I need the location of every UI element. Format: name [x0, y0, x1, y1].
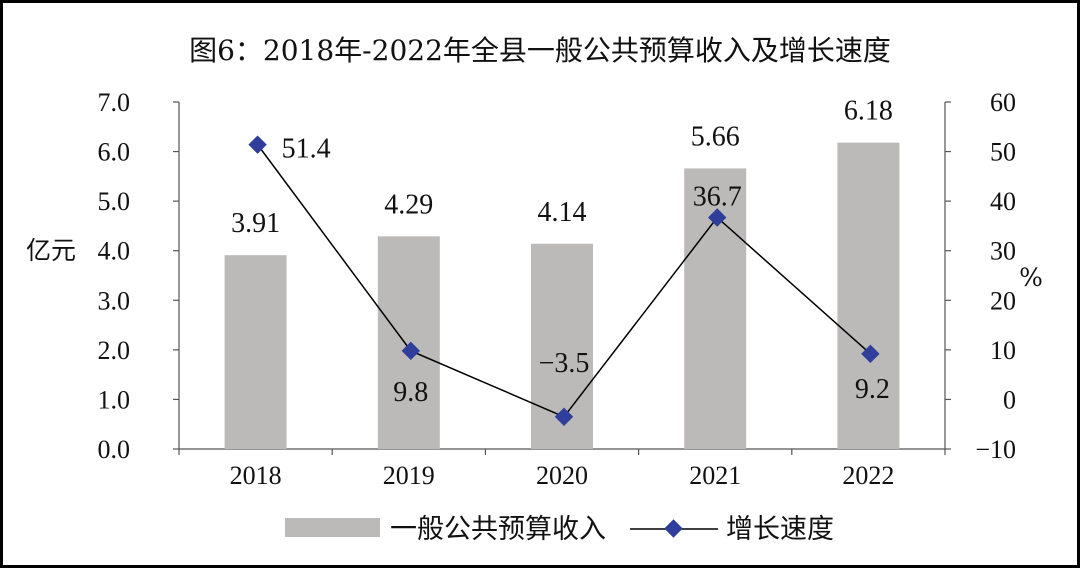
bar-value-label: 5.66 — [691, 121, 740, 152]
bar-labels-group: 3.91 4.29 4.14 5.66 6.18 — [231, 96, 893, 240]
bar-value-label: 4.14 — [538, 197, 587, 228]
bar-value-label: 3.91 — [231, 208, 280, 239]
bars-group — [224, 142, 900, 450]
left-axis-tick-label: 5.0 — [98, 187, 131, 216]
growth-marker-2019 — [401, 341, 420, 361]
legend-bar-label: 一般公共预算收入 — [390, 514, 606, 545]
chart-title: 图6：2018年-2022年全县一般公共预算收入及增长速度 — [189, 34, 891, 67]
legend-bar-swatch — [285, 518, 380, 537]
right-axis-tick-label: −10 — [975, 435, 1016, 464]
right-axis-unit-label: % — [1019, 263, 1043, 292]
x-axis-category-label: 2018 — [230, 461, 282, 490]
left-axis-tick-label: 1.0 — [98, 385, 131, 414]
bar-2018 — [224, 255, 287, 449]
x-axis-labels: 2018 2019 2020 2021 2022 — [230, 461, 895, 490]
x-axis-category-label: 2022 — [842, 461, 894, 490]
right-axis-tick-label: 0 — [1003, 385, 1016, 414]
bar-value-label: 6.18 — [844, 96, 893, 127]
growth-marker-2022 — [861, 344, 880, 364]
legend: 一般公共预算收入 增长速度 — [285, 514, 834, 545]
growth-marker-2018 — [248, 135, 267, 154]
left-axis-ticks: 0.0 1.0 2.0 3.0 4.0 5.0 6.0 7.0 — [98, 88, 179, 464]
legend-line-label: 增长速度 — [726, 514, 834, 545]
growth-value-label: 51.4 — [282, 134, 331, 165]
right-axis-tick-label: 60 — [990, 88, 1016, 117]
growth-value-label: 9.2 — [855, 374, 890, 405]
x-axis-category-label: 2019 — [383, 461, 435, 490]
x-axis-category-label: 2021 — [689, 461, 741, 490]
right-axis-tick-label: 40 — [990, 187, 1016, 216]
bar-2019 — [377, 236, 440, 449]
left-axis-tick-label: 0.0 — [98, 435, 131, 464]
left-axis-tick-label: 4.0 — [98, 237, 131, 266]
right-axis-ticks: −10 0 10 20 30 40 50 60 — [945, 88, 1016, 464]
right-axis-tick-label: 30 — [990, 237, 1016, 266]
left-axis-unit-label: 亿元 — [26, 236, 76, 265]
bar-2022 — [837, 142, 900, 450]
left-axis-tick-label: 2.0 — [98, 336, 131, 365]
legend-diamond-marker-icon — [664, 519, 683, 538]
growth-line-group — [248, 135, 880, 426]
left-axis-tick-label: 7.0 — [98, 88, 131, 117]
growth-marker-2020 — [554, 407, 574, 426]
bar-value-label: 4.29 — [384, 189, 433, 220]
growth-value-label: −3.5 — [539, 348, 590, 379]
right-axis-tick-label: 10 — [990, 336, 1016, 365]
x-axis-category-label: 2020 — [536, 461, 588, 490]
growth-value-label: 9.8 — [393, 377, 428, 408]
right-axis-tick-label: 50 — [990, 138, 1016, 167]
right-axis-tick-label: 20 — [990, 286, 1016, 315]
line-labels-group: 51.4 9.8 −3.5 36.7 9.2 — [282, 134, 890, 408]
growth-marker-2021 — [708, 208, 727, 227]
left-axis-tick-label: 3.0 — [98, 286, 131, 315]
growth-value-label: 36.7 — [693, 182, 742, 213]
left-axis-tick-label: 6.0 — [98, 138, 131, 167]
